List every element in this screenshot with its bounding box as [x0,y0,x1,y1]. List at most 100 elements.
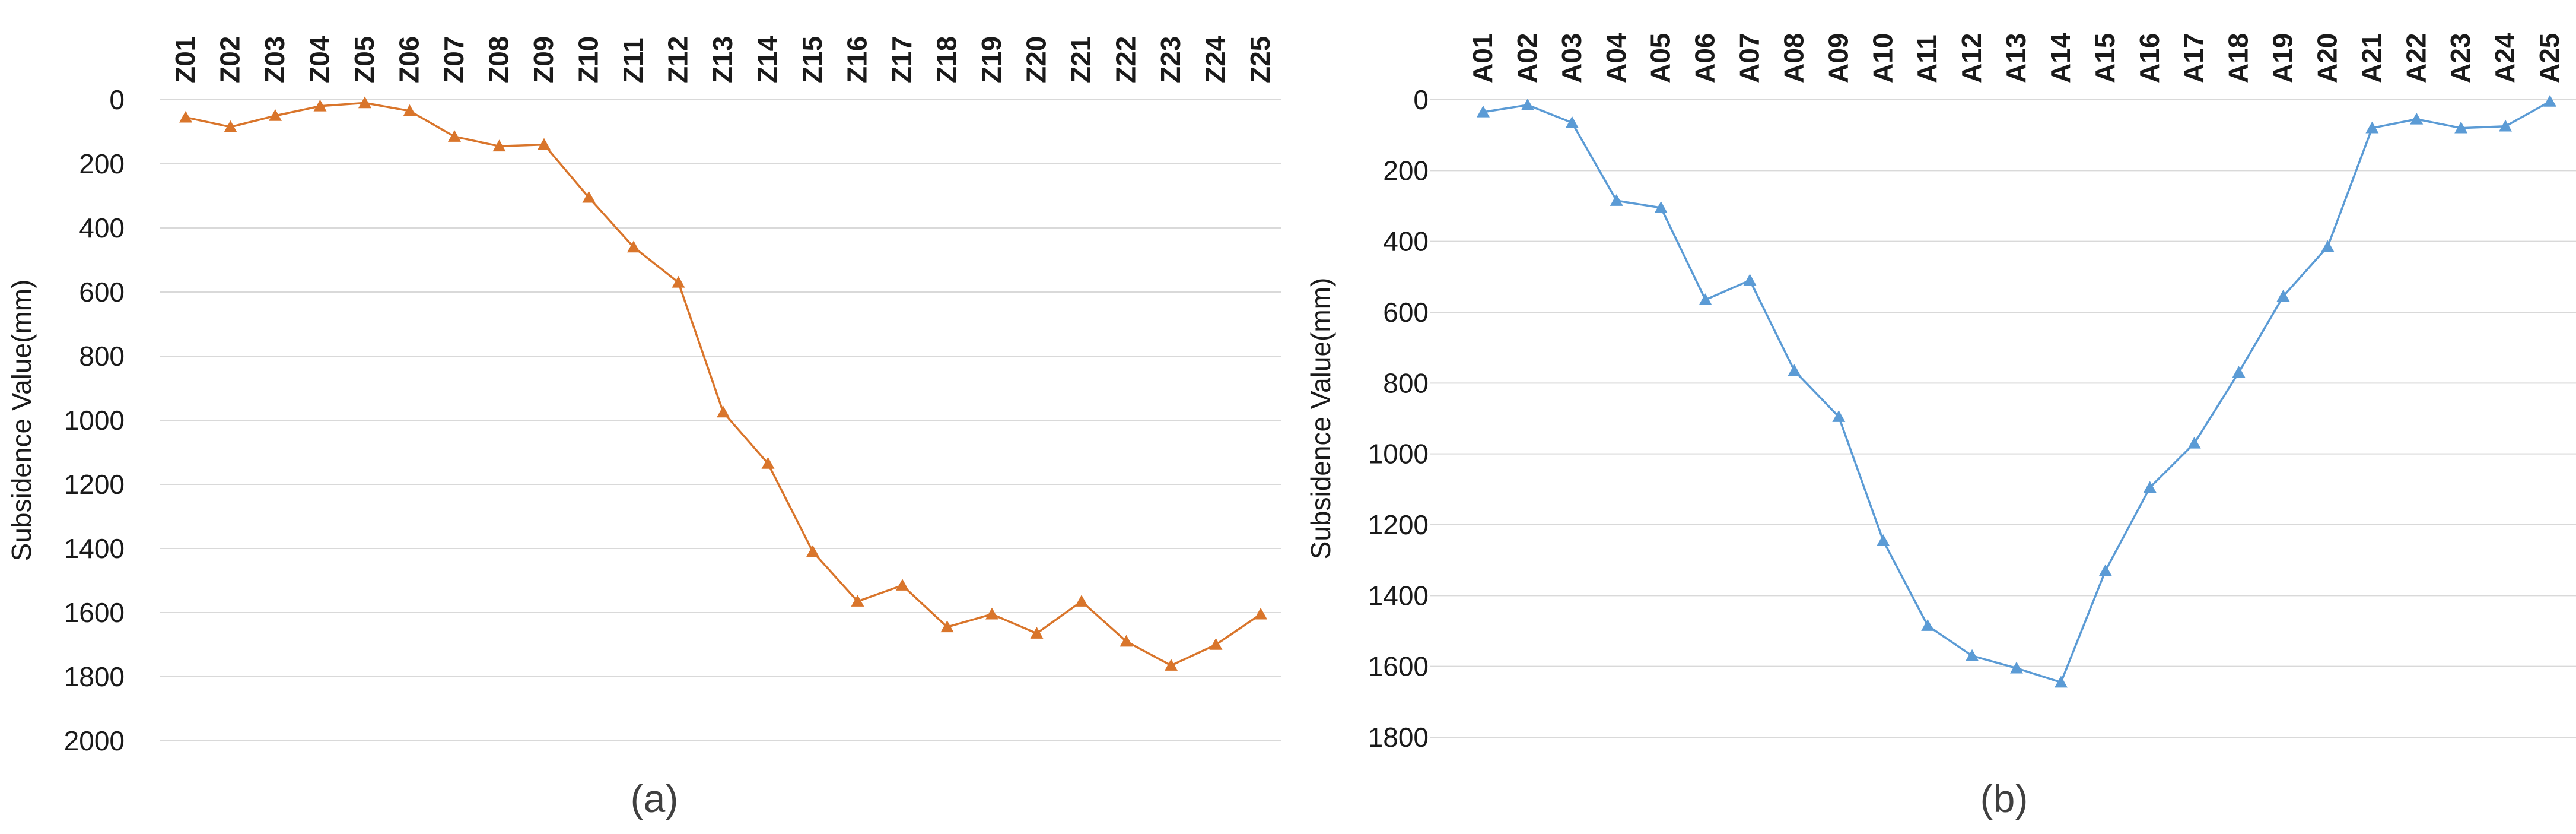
data-point-marker [1832,410,1846,422]
x-tick-label: Z24 [1200,36,1231,83]
data-point-marker [2410,112,2424,125]
data-point-marker [985,607,998,620]
x-tick-label: Z05 [349,36,380,83]
data-point-marker [1075,595,1088,607]
x-tick-label: Z02 [215,36,246,83]
x-tick-label: Z07 [438,36,469,83]
x-tick-label: A03 [1556,33,1587,83]
y-tick-label: 1400 [1368,580,1429,611]
data-point-marker [1743,274,1757,286]
x-tick-label: Z06 [394,36,425,83]
data-point-marker [761,456,775,469]
x-tick-label: A23 [2445,33,2476,83]
data-point-marker [1654,201,1668,213]
panel-a-y-axis-title: Subsidence Value(mm) [6,280,37,562]
x-tick-label: A17 [2179,33,2209,83]
y-tick-label: 200 [79,148,125,179]
data-point-marker [224,120,237,132]
data-point-marker [1209,638,1223,650]
panel-b-x-tick-labels: A01 A02 A03 A04 A05 A06 A07 A08 A09 A10 A11 A12 A13 A… [1467,33,2565,83]
data-point-marker [538,138,551,150]
panel-a-x-tick-labels: Z01 Z02 Z03 Z04 Z05 Z06 Z07 Z08 Z09 Z10 Z11 Z12 Z13 Z… [170,36,1276,83]
data-point-marker [940,620,954,633]
x-tick-label: A21 [2356,33,2387,83]
data-point-marker [2054,676,2068,688]
panel-b-y-tick-labels: 0 200 400 600 800 1000 1200 1400 1600 1800 [1368,84,1429,753]
y-tick-label: 600 [1383,297,1429,328]
data-point-marker [1565,116,1579,128]
panel-a-gridlines [160,99,1281,741]
panel-b-markers [1477,94,2556,688]
x-tick-label: A18 [2223,33,2254,83]
y-tick-label: 800 [1383,367,1429,398]
data-point-marker [672,275,685,288]
x-tick-label: Z16 [842,36,873,83]
data-point-marker [1030,627,1044,639]
data-point-marker [448,130,461,142]
x-tick-label: Z10 [573,36,604,83]
x-tick-label: Z14 [752,36,783,83]
x-tick-label: A12 [1956,33,1987,83]
x-tick-label: Z19 [976,36,1007,83]
data-point-marker [492,139,506,152]
data-point-marker [806,545,819,557]
series-line [185,102,1261,667]
y-tick-label: 1600 [1368,651,1429,682]
x-tick-label: Z03 [259,36,290,83]
data-point-marker [2276,290,2290,302]
data-point-marker [2543,94,2556,107]
x-tick-label: Z22 [1111,36,1141,83]
x-tick-label: A14 [2045,33,2076,83]
y-tick-label: 1200 [64,469,125,500]
panel-a-chart: 0 200 400 600 800 1000 1200 1400 1600 1800 2000 Z0… [6,36,1281,820]
data-point-marker [1521,98,1534,110]
data-point-marker [358,96,371,109]
x-tick-label: A09 [1823,33,1853,83]
data-point-marker [1120,635,1133,647]
data-point-marker [896,579,909,591]
x-tick-label: A06 [1690,33,1720,83]
data-point-marker [2232,366,2246,378]
x-tick-label: A25 [2534,33,2565,83]
data-point-marker [2187,436,2201,449]
data-point-marker [179,110,192,123]
x-tick-label: A08 [1778,33,1809,83]
data-point-marker [1877,534,1890,546]
x-tick-label: Z15 [797,36,828,83]
x-tick-label: Z12 [663,36,694,83]
x-tick-label: A10 [1867,33,1898,83]
data-point-marker [627,240,640,253]
data-point-marker [1165,659,1178,671]
data-point-marker [1477,105,1490,118]
x-tick-label: Z20 [1021,36,1052,83]
x-tick-label: A01 [1467,33,1498,83]
panel-b-label: (b) [1980,776,2028,820]
x-tick-label: Z11 [618,37,648,83]
data-point-marker [2010,661,2023,674]
data-point-marker [582,191,596,203]
panel-a-series-line [185,102,1261,667]
x-tick-label: A04 [1601,33,1632,83]
x-tick-label: A02 [1512,33,1543,83]
y-tick-label: 0 [109,84,125,115]
data-point-marker [1921,619,1935,631]
y-tick-label: 1000 [64,405,125,436]
x-tick-label: A19 [2267,33,2298,83]
data-point-marker [403,104,416,116]
y-tick-label: 1000 [1368,439,1429,470]
x-tick-label: A22 [2400,33,2431,83]
data-point-marker [269,109,282,121]
x-tick-label: Z21 [1066,36,1096,83]
data-point-marker [2098,564,2112,576]
data-point-marker [2499,119,2513,132]
y-tick-label: 200 [1383,155,1429,186]
panel-a-y-tick-labels: 0 200 400 600 800 1000 1200 1400 1600 1800 2000 [64,84,125,756]
x-tick-label: A11 [1912,34,1942,83]
data-point-marker [2143,481,2157,493]
x-tick-label: A07 [1734,33,1765,83]
data-point-marker [717,405,730,418]
y-tick-label: 2000 [64,725,125,756]
data-point-marker [1788,364,1801,376]
y-tick-label: 1200 [1368,509,1429,540]
